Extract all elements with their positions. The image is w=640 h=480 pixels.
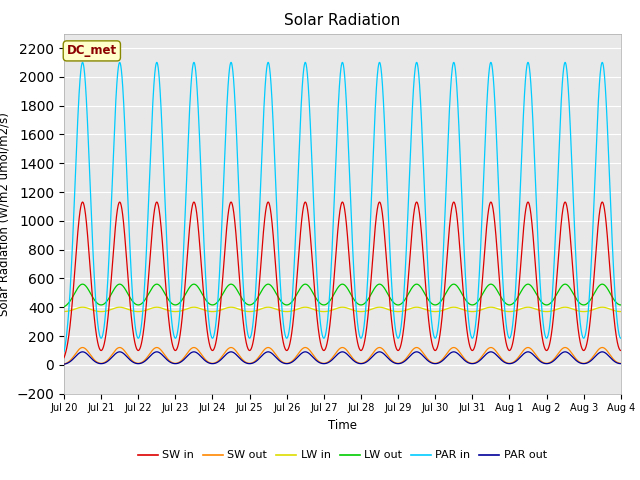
Title: Solar Radiation: Solar Radiation <box>284 13 401 28</box>
X-axis label: Time: Time <box>328 419 357 432</box>
Text: DC_met: DC_met <box>67 44 117 58</box>
Legend: SW in, SW out, LW in, LW out, PAR in, PAR out: SW in, SW out, LW in, LW out, PAR in, PA… <box>133 446 552 465</box>
Y-axis label: Solar Radiation (W/m2 umol/m2/s): Solar Radiation (W/m2 umol/m2/s) <box>0 112 11 315</box>
